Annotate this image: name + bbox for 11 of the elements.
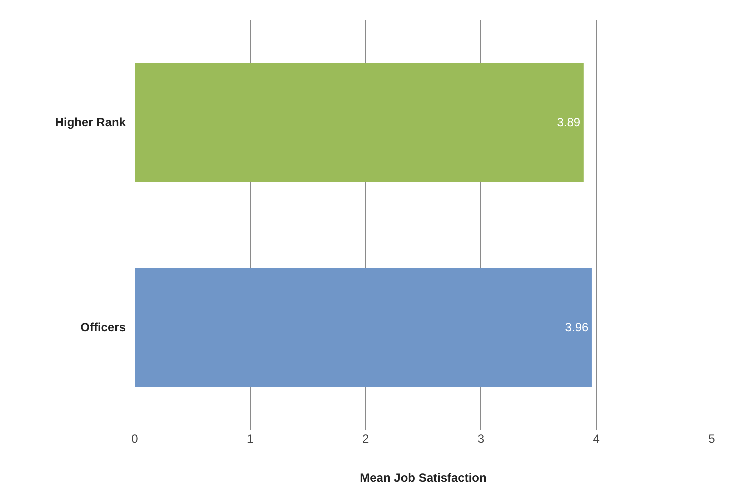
x-tick-label: 0 bbox=[132, 432, 139, 446]
y-tick-label: Officers bbox=[80, 320, 126, 335]
data-label: 3.96 bbox=[565, 320, 589, 334]
x-tick-label: 4 bbox=[593, 432, 600, 446]
x-axis-title: Mean Job Satisfaction bbox=[360, 470, 487, 485]
x-tick-label: 3 bbox=[478, 432, 485, 446]
y-tick-label: Higher Rank bbox=[55, 116, 126, 130]
x-tick-label: 2 bbox=[362, 432, 370, 446]
x-tick-label: 5 bbox=[708, 432, 716, 446]
x-tick-label: 1 bbox=[247, 432, 254, 446]
data-label: 3.89 bbox=[557, 116, 581, 130]
